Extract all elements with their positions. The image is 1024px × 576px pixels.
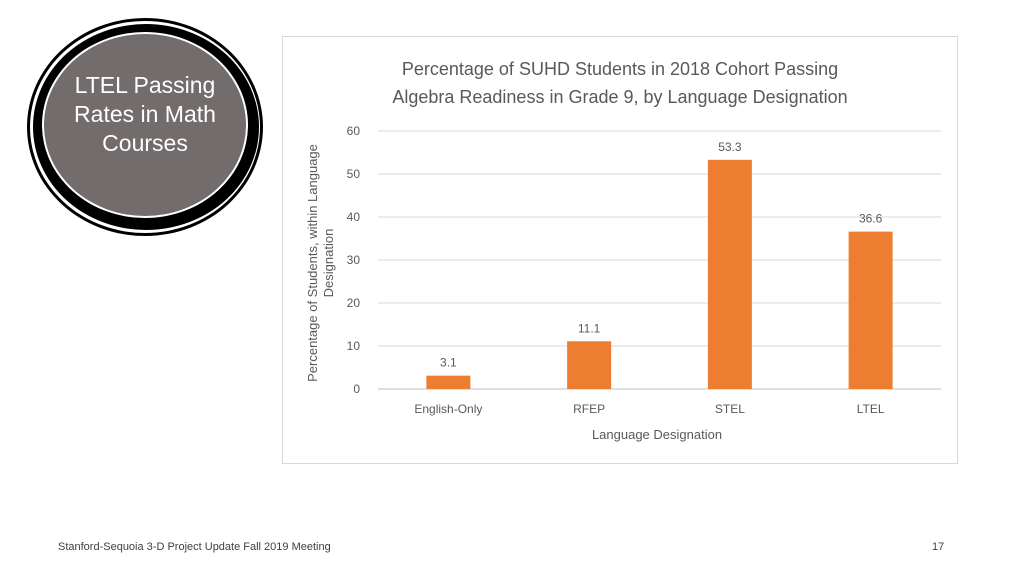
data-labels: 3.1 11.1 53.3 36.6 bbox=[440, 140, 883, 370]
bar-rfep bbox=[567, 341, 612, 389]
bar-ltel bbox=[848, 231, 893, 389]
chart-panel: Percentage of SUHD Students in 2018 Coho… bbox=[282, 36, 958, 464]
x-axis-ticks: English-Only RFEP STEL LTEL bbox=[414, 402, 884, 416]
chart-title-line2: Algebra Readiness in Grade 9, by Languag… bbox=[392, 87, 847, 107]
data-label: 11.1 bbox=[578, 321, 601, 335]
page-number: 17 bbox=[932, 541, 945, 553]
y-tick-label: 50 bbox=[347, 167, 361, 181]
x-tick-label: RFEP bbox=[573, 402, 605, 416]
y-tick-label: 0 bbox=[353, 382, 360, 396]
y-tick-label: 20 bbox=[347, 296, 361, 310]
bars bbox=[426, 159, 893, 389]
data-label: 36.6 bbox=[859, 212, 883, 226]
bar-english-only bbox=[426, 375, 471, 389]
y-tick-label: 10 bbox=[347, 339, 361, 353]
y-axis-label-line1: Percentage of Students, within Language bbox=[305, 144, 320, 382]
y-tick-label: 40 bbox=[347, 210, 361, 224]
y-tick-label: 60 bbox=[347, 124, 361, 138]
badge-text: LTEL Passing Rates in Math Courses bbox=[74, 71, 216, 156]
x-tick-label: English-Only bbox=[414, 402, 482, 416]
x-tick-label: LTEL bbox=[857, 402, 885, 416]
bar-stel bbox=[707, 159, 752, 389]
footer-text: Stanford-Sequoia 3-D Project Update Fall… bbox=[58, 541, 331, 553]
y-tick-label: 30 bbox=[347, 253, 361, 267]
topic-badge: LTEL Passing Rates in Math Courses bbox=[42, 32, 248, 218]
data-label: 53.3 bbox=[718, 140, 742, 154]
x-tick-label: STEL bbox=[715, 402, 745, 416]
gridlines bbox=[378, 130, 941, 390]
y-axis-ticks: 0 10 20 30 40 50 60 bbox=[347, 124, 361, 396]
x-axis-label: Language Designation bbox=[592, 427, 722, 442]
data-label: 3.1 bbox=[440, 356, 457, 370]
bar-chart: Percentage of SUHD Students in 2018 Coho… bbox=[305, 59, 941, 442]
y-axis-label-line2: Designation bbox=[321, 229, 336, 298]
chart-title-line1: Percentage of SUHD Students in 2018 Coho… bbox=[402, 59, 838, 79]
